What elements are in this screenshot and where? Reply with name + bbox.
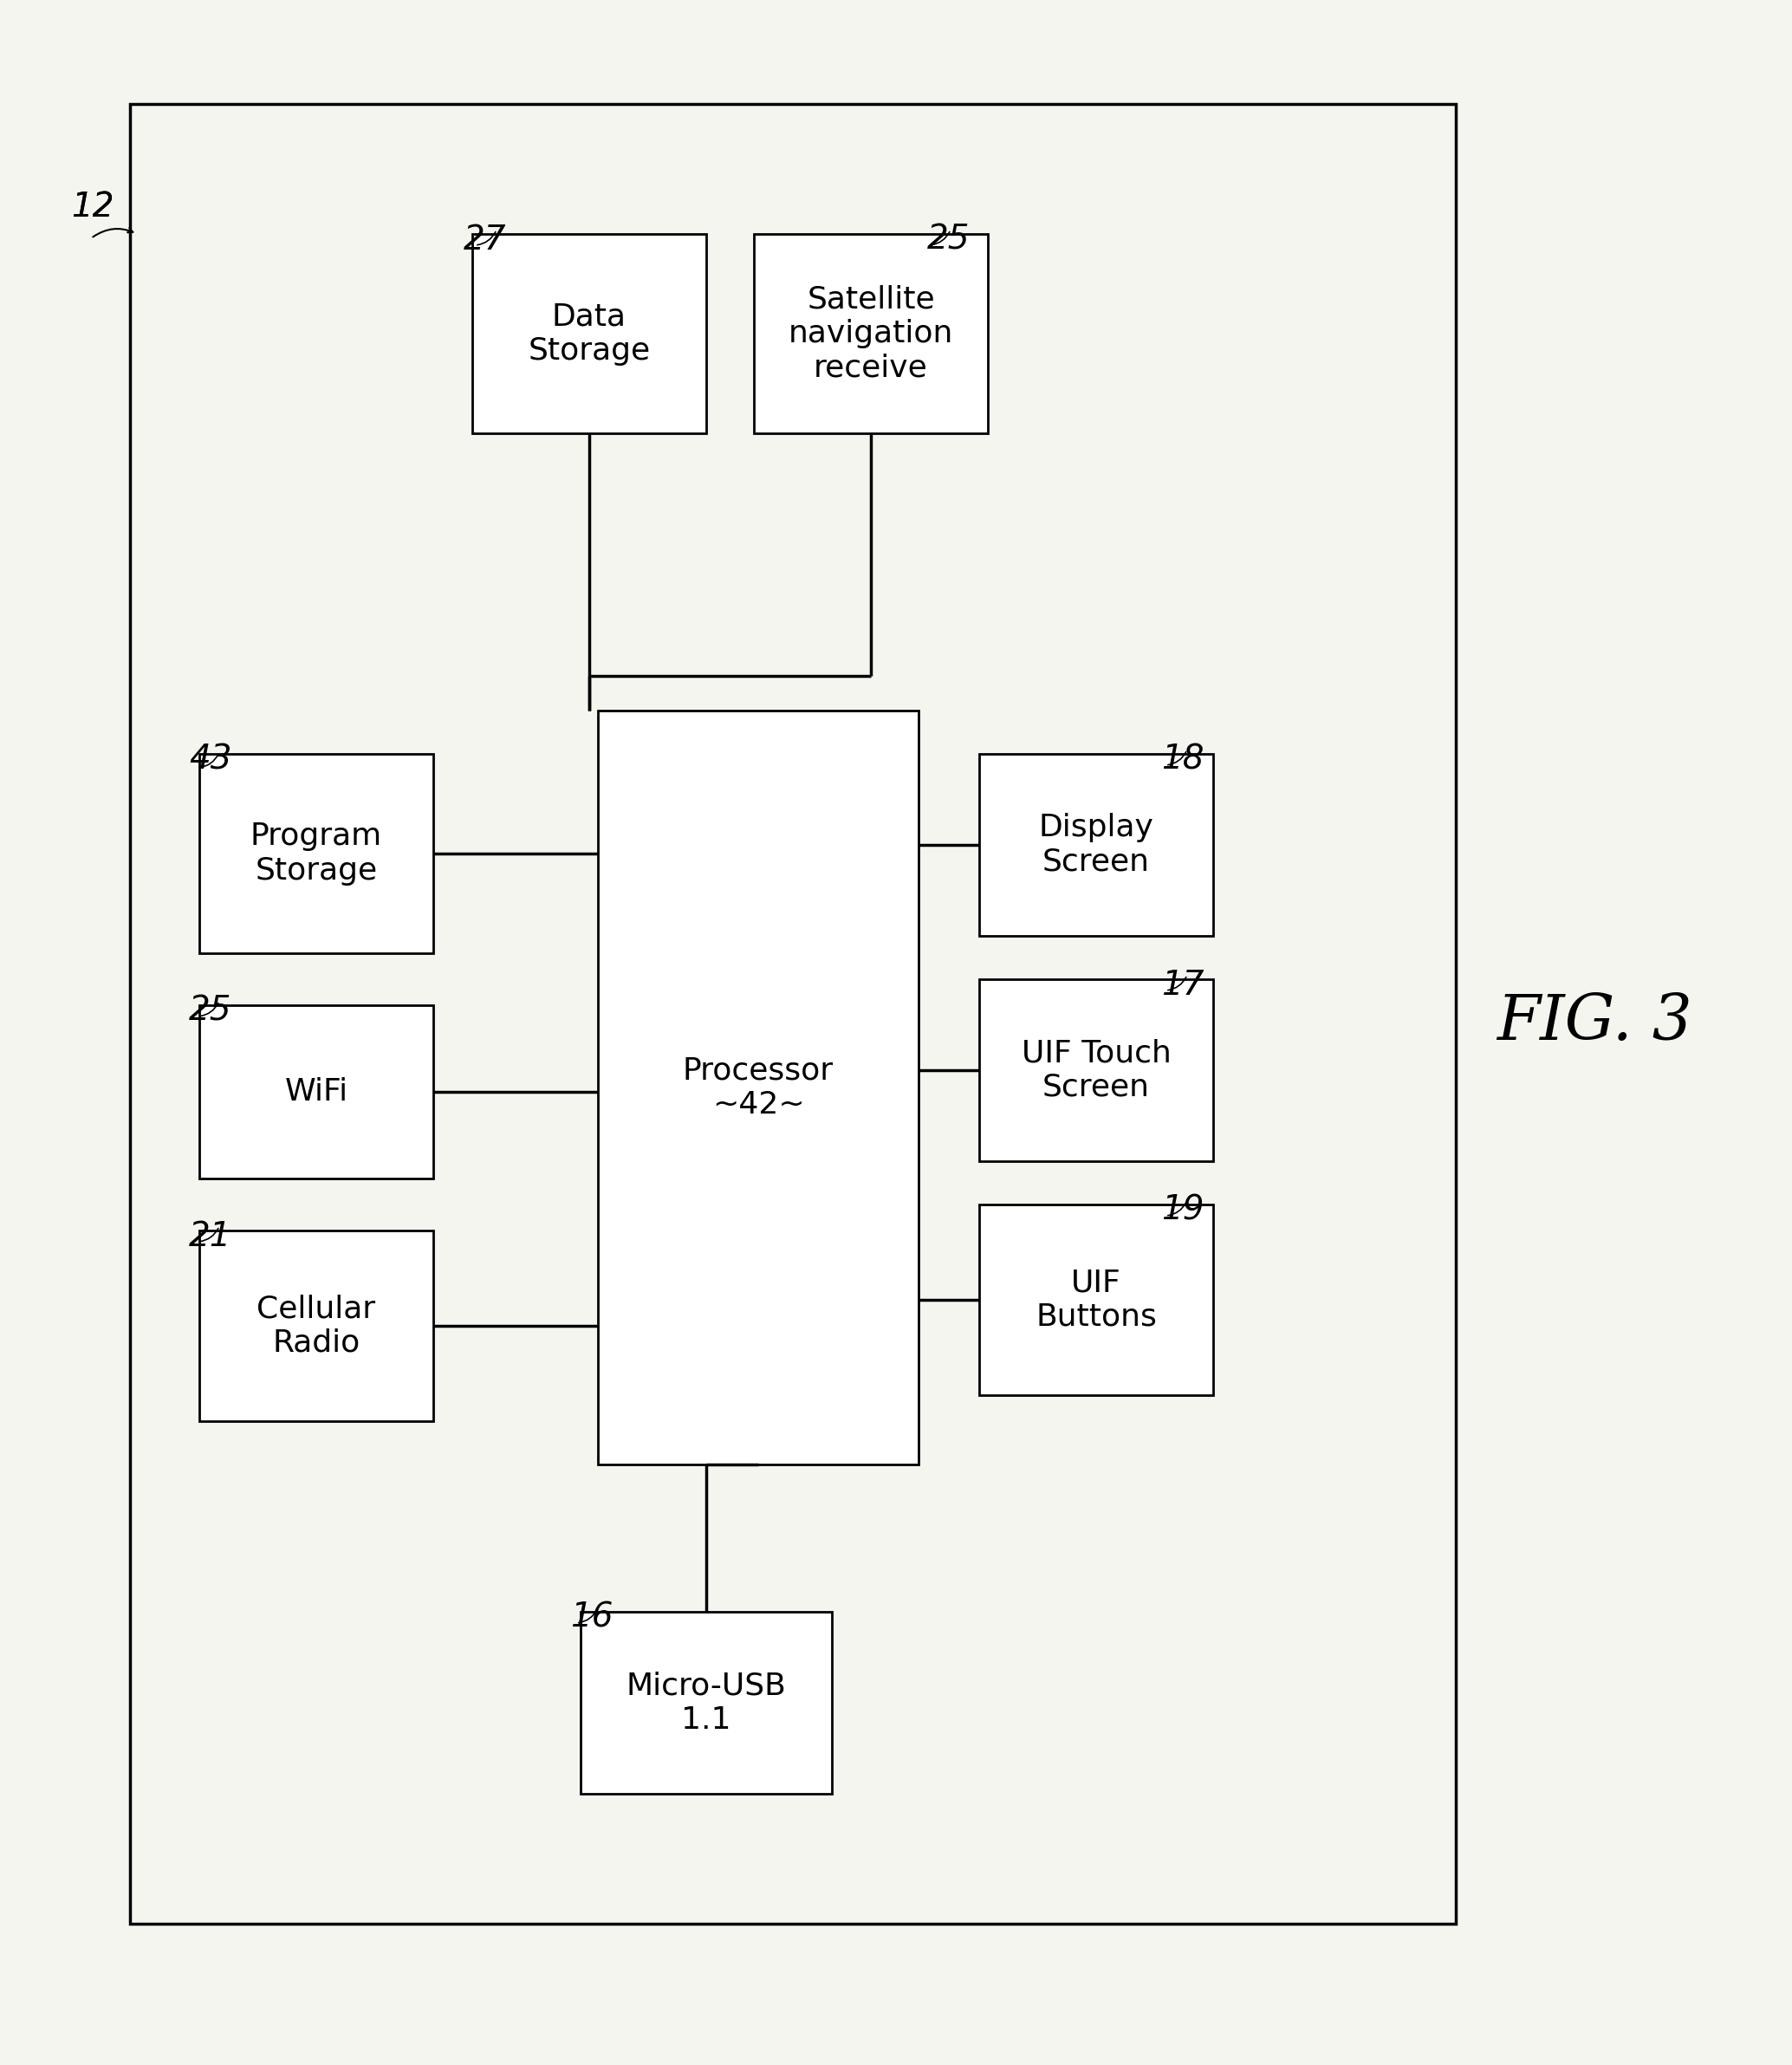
Bar — [978, 754, 1213, 935]
Text: UIF
Buttons: UIF Buttons — [1036, 1268, 1158, 1332]
Text: Display
Screen: Display Screen — [1039, 814, 1154, 878]
Text: Data
Storage: Data Storage — [529, 301, 650, 366]
Bar — [199, 1231, 434, 1421]
Text: 12: 12 — [72, 190, 115, 223]
Text: 25: 25 — [188, 995, 231, 1028]
Text: Program
Storage: Program Storage — [251, 822, 382, 886]
Bar — [599, 710, 919, 1464]
Bar — [581, 1613, 831, 1794]
Text: 25: 25 — [926, 223, 969, 256]
Text: Micro-USB
1.1: Micro-USB 1.1 — [625, 1671, 787, 1735]
Text: 19: 19 — [1161, 1194, 1204, 1227]
Text: Processor
~42~: Processor ~42~ — [683, 1055, 833, 1119]
Bar — [199, 1006, 434, 1179]
Text: 43: 43 — [188, 743, 231, 776]
Text: WiFi: WiFi — [285, 1078, 348, 1107]
Text: 21: 21 — [188, 1220, 231, 1253]
Text: FIG. 3: FIG. 3 — [1496, 991, 1692, 1053]
Text: 18: 18 — [1161, 743, 1204, 776]
Text: 17: 17 — [1161, 968, 1204, 1002]
Text: Cellular
Radio: Cellular Radio — [256, 1295, 376, 1357]
Text: 27: 27 — [464, 223, 507, 256]
Bar — [754, 233, 987, 434]
Bar — [978, 1204, 1213, 1396]
Text: UIF Touch
Screen: UIF Touch Screen — [1021, 1039, 1170, 1103]
Bar — [473, 233, 706, 434]
Text: 16: 16 — [570, 1600, 613, 1633]
Text: Satellite
navigation
receive: Satellite navigation receive — [788, 285, 953, 382]
Bar — [131, 103, 1455, 1925]
Bar — [199, 754, 434, 954]
Bar — [978, 979, 1213, 1161]
Text: 12: 12 — [72, 190, 115, 223]
